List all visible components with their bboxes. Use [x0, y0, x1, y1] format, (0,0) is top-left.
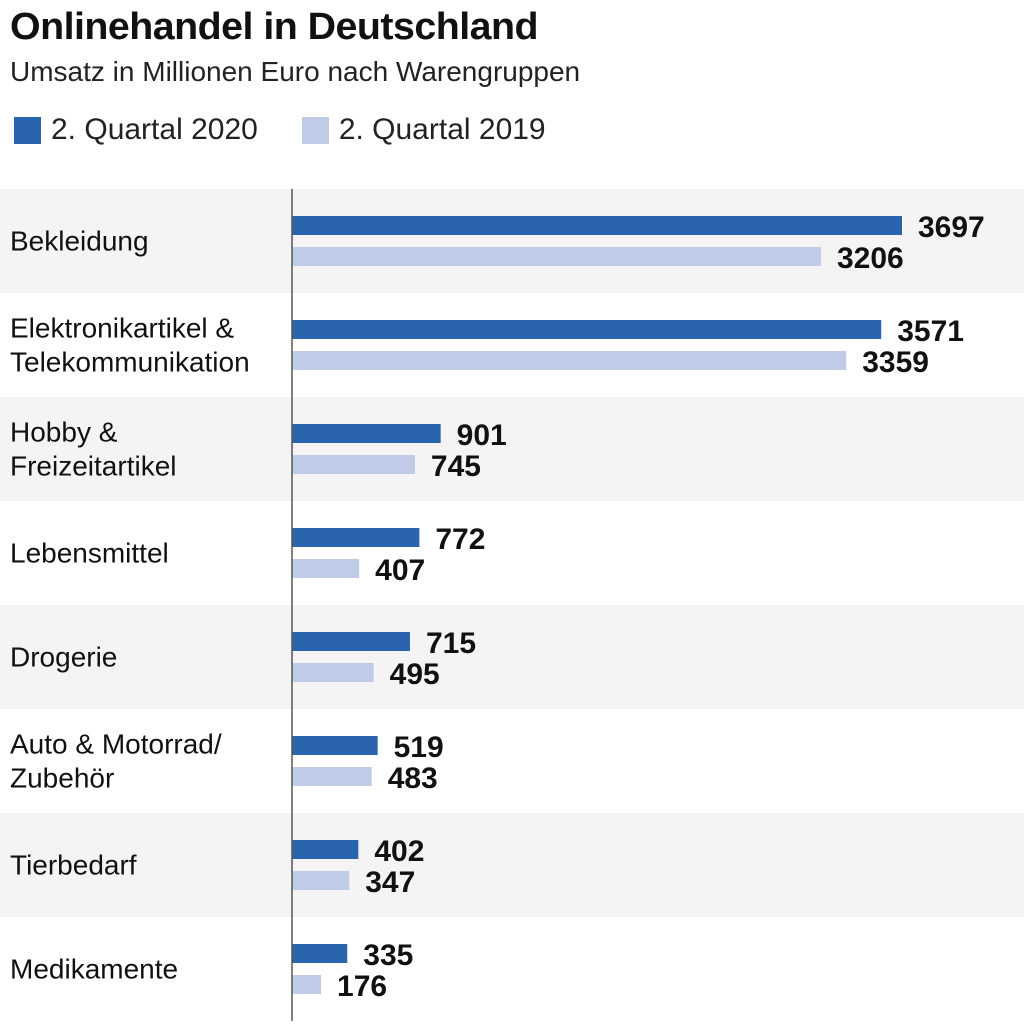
value-label-2020: 901 — [457, 419, 507, 452]
row-band — [0, 189, 1024, 293]
bar-2019 — [292, 559, 360, 578]
value-label-2020: 3697 — [918, 211, 985, 244]
category-label: Medikamente — [10, 954, 178, 985]
value-label-2020: 3571 — [897, 315, 964, 348]
legend-swatch-2020 — [14, 116, 41, 144]
legend-label-2020: 2. Quartal 2020 — [51, 113, 258, 146]
value-label-2020: 715 — [426, 627, 476, 660]
value-label-2019: 3359 — [862, 346, 929, 379]
value-label-2020: 402 — [374, 835, 424, 868]
legend-item-2020: 2. Quartal 2020 — [14, 113, 258, 147]
legend-label-2019: 2. Quartal 2019 — [338, 113, 546, 146]
category-label: Zubehör — [10, 763, 114, 794]
value-label-2019: 407 — [375, 554, 425, 587]
bar-2020 — [292, 424, 441, 443]
value-label-2019: 495 — [390, 658, 440, 691]
chart-subtitle: Umsatz in Millionen Euro nach Warengrupp… — [10, 56, 581, 87]
bar-2019 — [292, 871, 350, 890]
bar-2019 — [292, 247, 821, 266]
legend-item-2019: 2. Quartal 2019 — [301, 113, 546, 147]
value-label-2019: 347 — [365, 866, 415, 899]
value-label-2019: 176 — [337, 970, 387, 1003]
bar-2019 — [292, 975, 322, 994]
row-band — [0, 397, 1024, 501]
category-label: Hobby & — [10, 417, 118, 448]
value-label-2019: 3206 — [837, 242, 904, 275]
bar-2020 — [292, 528, 420, 547]
bar-2020 — [292, 944, 348, 963]
category-label: Telekommunikation — [10, 347, 250, 378]
bar-2020 — [292, 216, 902, 235]
category-label: Lebensmittel — [10, 538, 169, 569]
bar-2019 — [292, 767, 372, 786]
legend-swatch-2019 — [301, 116, 329, 144]
category-label: Elektronikartikel & — [10, 313, 234, 344]
value-label-2019: 745 — [431, 450, 481, 483]
category-label: Freizeitartikel — [10, 451, 176, 482]
legend: 2. Quartal 2020 2. Quartal 2019 — [14, 113, 590, 147]
value-label-2020: 772 — [435, 523, 485, 556]
category-label: Drogerie — [10, 642, 117, 673]
bar-2019 — [292, 351, 847, 370]
row-band — [0, 605, 1024, 709]
category-label: Bekleidung — [10, 226, 149, 257]
value-label-2020: 519 — [394, 731, 444, 764]
bar-2020 — [292, 736, 378, 755]
category-label: Tierbedarf — [10, 850, 137, 881]
value-label-2020: 335 — [363, 939, 413, 972]
value-label-2019: 483 — [388, 762, 438, 795]
row-band — [0, 813, 1024, 917]
chart-title: Onlinehandel in Deutschland — [10, 6, 539, 48]
bar-2020 — [292, 632, 410, 651]
bar-2019 — [292, 455, 415, 474]
category-label: Auto & Motorrad/ — [10, 729, 222, 760]
bar-2020 — [292, 320, 882, 339]
bar-2020 — [292, 840, 359, 859]
bar-2019 — [292, 663, 374, 682]
